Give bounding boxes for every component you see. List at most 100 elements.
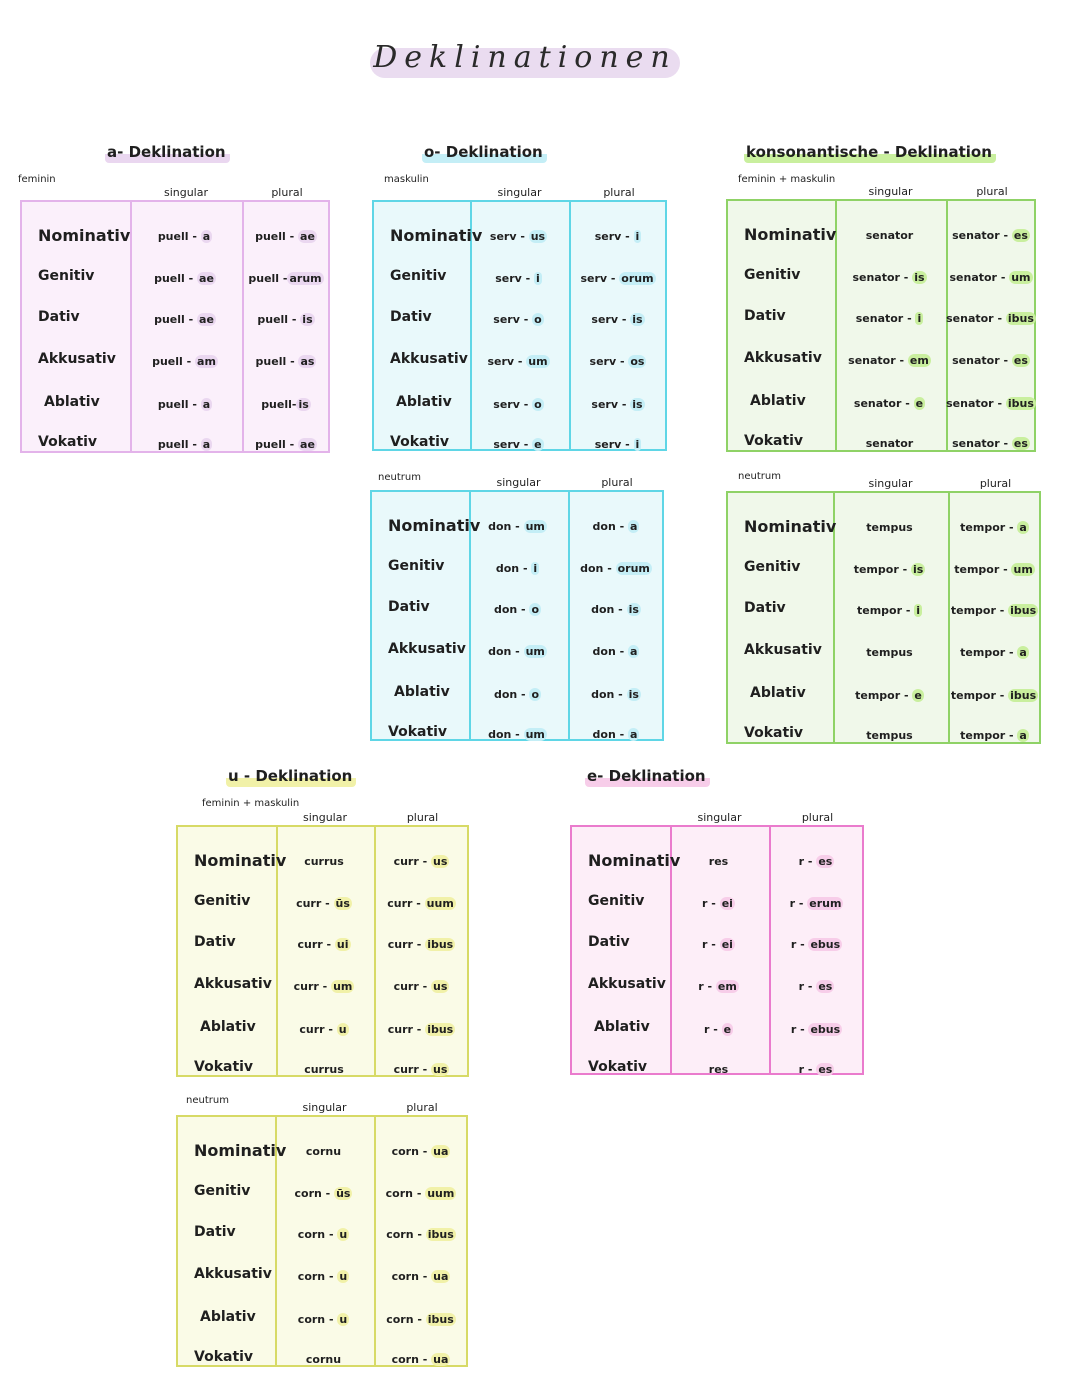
word-ending: a	[200, 230, 213, 243]
declension-title-text: u - Deklination	[226, 767, 357, 787]
word-ending: i	[633, 230, 642, 243]
word-ending: a	[1017, 521, 1029, 534]
case-label: Vokativ	[744, 433, 804, 449]
singular-form: serv - us	[470, 230, 567, 243]
plural-form: tempor - a	[948, 646, 1041, 659]
word-stem: serv -	[489, 230, 529, 243]
case-label: Dativ	[388, 599, 430, 615]
word-ending: a	[1017, 646, 1029, 659]
word-stem: r -	[798, 980, 817, 993]
word-stem: corn -	[391, 1353, 432, 1366]
word-ending: um	[523, 520, 547, 533]
case-label: Nominativ	[38, 226, 131, 245]
word-stem: puell -	[255, 355, 299, 368]
case-label: Nominativ	[744, 225, 837, 244]
word-ending: ua	[431, 1270, 451, 1283]
singular-form: cornu	[275, 1353, 372, 1366]
declension-title-text: konsonantische - Deklination	[744, 143, 996, 163]
plural-form: puell - is	[242, 313, 330, 326]
word-stem: tempor -	[960, 729, 1018, 742]
singular-form: cornu	[275, 1145, 372, 1158]
word-stem: don -	[488, 520, 524, 533]
word-stem: cornu	[305, 1353, 342, 1366]
singular-form: tempor - is	[833, 563, 946, 576]
word-stem: senator -	[855, 312, 916, 325]
word-ending: uum	[425, 1187, 457, 1200]
case-label: Akkusativ	[194, 976, 272, 992]
word-ending: a	[628, 728, 640, 741]
plural-form: corn - ua	[374, 1270, 468, 1283]
case-label: Vokativ	[390, 434, 450, 450]
word-stem: tempor -	[960, 646, 1018, 659]
word-ending: um	[523, 645, 547, 658]
singular-form: currus	[276, 855, 372, 868]
singular-form: corn - u	[275, 1313, 372, 1326]
singular-form: tempor - i	[833, 604, 946, 617]
plural-form: senator - es	[946, 437, 1036, 450]
plural-form: puell - ae	[242, 230, 330, 243]
word-stem: puell -	[154, 272, 198, 285]
singular-form: serv - o	[470, 313, 567, 326]
word-stem: r -	[798, 1063, 817, 1076]
plural-form: senator - es	[946, 229, 1036, 242]
gender-label: maskulin	[384, 174, 429, 185]
word-stem: puell -	[248, 272, 288, 285]
plural-header: plural	[976, 185, 1008, 198]
singular-form: senator	[835, 437, 944, 450]
word-stem: serv -	[589, 355, 629, 368]
word-stem: puell-	[261, 398, 297, 411]
word-ending: ua	[431, 1145, 451, 1158]
word-ending: o	[529, 688, 542, 701]
word-ending: um	[523, 728, 547, 741]
singular-form: don - o	[469, 603, 566, 616]
singular-form: corn - u	[275, 1228, 372, 1241]
word-ending: ibus	[425, 1228, 456, 1241]
word-stem: puell -	[157, 230, 201, 243]
word-stem: r -	[790, 1023, 809, 1036]
word-stem: tempor -	[960, 521, 1018, 534]
word-stem: corn -	[297, 1313, 338, 1326]
plural-form: tempor - ibus	[948, 604, 1041, 617]
declension-table: singular plural Nominativ serv - us serv - i…	[372, 186, 667, 451]
gender-label: feminin + maskulin	[738, 174, 836, 185]
singular-form: serv - um	[470, 355, 567, 368]
case-label: Akkusativ	[744, 350, 822, 366]
word-ending: ibus	[425, 938, 456, 951]
case-label: Dativ	[390, 309, 432, 325]
word-ending: ibus	[425, 1023, 456, 1036]
plural-form: tempor - a	[948, 521, 1041, 534]
case-label: Nominativ	[588, 851, 681, 870]
word-stem: don -	[592, 728, 629, 741]
word-stem: senator -	[946, 312, 1006, 325]
singular-form: r - em	[670, 980, 767, 993]
case-label: Nominativ	[744, 517, 837, 536]
singular-form: don - um	[469, 728, 566, 741]
word-stem: tempus	[866, 521, 913, 534]
plural-form: corn - uum	[374, 1187, 468, 1200]
plural-form: don - is	[568, 603, 664, 616]
word-stem: currus	[304, 855, 344, 868]
word-stem: cornu	[305, 1145, 342, 1158]
plural-form: serv - i	[569, 230, 667, 243]
declension-table: singular plural Nominativ res r - es Genitiv r…	[570, 811, 864, 1076]
word-ending: as	[298, 355, 317, 368]
word-stem: don -	[592, 645, 629, 658]
word-ending: ei	[719, 938, 735, 951]
word-stem: serv -	[580, 272, 620, 285]
word-ending: i	[914, 604, 923, 617]
case-label: Akkusativ	[390, 351, 468, 367]
singular-form: serv - e	[470, 438, 567, 451]
word-stem: curr -	[393, 1063, 432, 1076]
word-ending: uum	[424, 897, 456, 910]
plural-form: puell - arum	[242, 272, 330, 285]
case-label: Akkusativ	[388, 641, 466, 657]
word-ending: ibus	[1008, 689, 1039, 702]
singular-form: tempus	[833, 646, 946, 659]
case-label: Nominativ	[388, 516, 481, 535]
word-ending: ae	[298, 438, 317, 451]
word-ending: ua	[431, 1353, 451, 1366]
word-ending: um	[331, 980, 355, 993]
word-ending: ibus	[1005, 397, 1036, 410]
word-stem: curr -	[387, 1023, 426, 1036]
column-divider	[835, 201, 837, 450]
